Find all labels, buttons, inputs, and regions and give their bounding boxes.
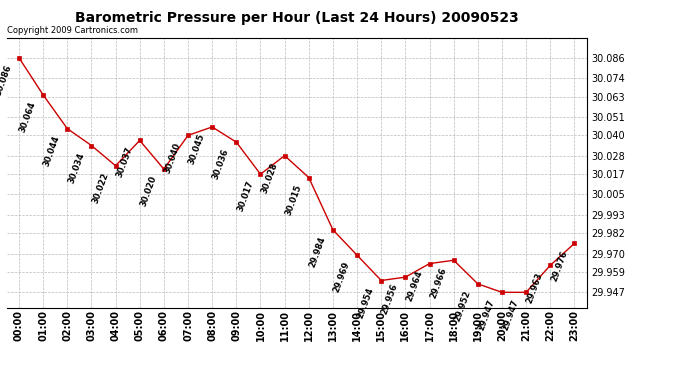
Text: 29.956: 29.956 <box>380 283 400 316</box>
Text: 29.966: 29.966 <box>428 266 448 299</box>
Text: 30.020: 30.020 <box>139 175 158 208</box>
Text: 29.947: 29.947 <box>501 298 520 331</box>
Text: 30.022: 30.022 <box>90 171 110 205</box>
Text: Copyright 2009 Cartronics.com: Copyright 2009 Cartronics.com <box>7 26 138 35</box>
Text: 29.954: 29.954 <box>356 286 375 320</box>
Text: 30.045: 30.045 <box>187 132 206 166</box>
Text: 30.064: 30.064 <box>18 100 37 134</box>
Text: 29.963: 29.963 <box>525 271 544 304</box>
Text: 30.028: 30.028 <box>259 161 279 195</box>
Text: 30.044: 30.044 <box>42 134 61 168</box>
Text: 29.947: 29.947 <box>477 298 496 331</box>
Text: 30.040: 30.040 <box>163 141 182 174</box>
Text: 30.037: 30.037 <box>115 146 134 179</box>
Text: 29.952: 29.952 <box>453 290 472 323</box>
Text: 29.984: 29.984 <box>308 236 327 269</box>
Text: 30.015: 30.015 <box>284 183 303 216</box>
Text: 30.036: 30.036 <box>211 148 230 181</box>
Text: 30.034: 30.034 <box>66 151 86 184</box>
Text: 29.976: 29.976 <box>549 249 569 282</box>
Text: 29.969: 29.969 <box>332 261 351 294</box>
Text: 30.086: 30.086 <box>0 63 13 97</box>
Text: 30.017: 30.017 <box>235 180 255 213</box>
Text: Barometric Pressure per Hour (Last 24 Hours) 20090523: Barometric Pressure per Hour (Last 24 Ho… <box>75 11 519 25</box>
Text: 29.964: 29.964 <box>404 269 424 303</box>
